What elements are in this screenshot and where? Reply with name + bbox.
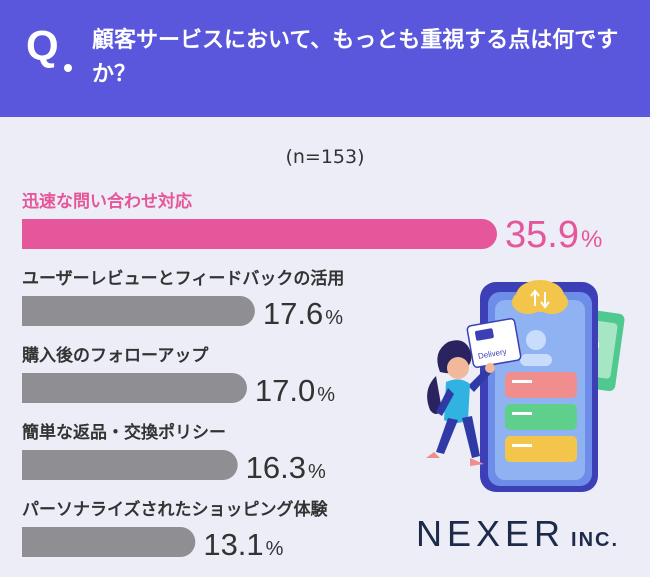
- value-number: 17.0: [255, 373, 315, 408]
- delivery-card: Delivery: [466, 318, 522, 368]
- bar-left-edge: [22, 450, 52, 480]
- category-label: 迅速な問い合わせ対応: [22, 191, 192, 212]
- bar: [22, 373, 247, 403]
- value-label: 16.3%: [246, 450, 326, 485]
- logo-suffix: INC.: [571, 529, 620, 551]
- value-unit: %: [317, 384, 335, 406]
- value-number: 13.1: [203, 527, 263, 562]
- logo-name: NEXER: [416, 513, 566, 554]
- value-unit: %: [581, 226, 602, 253]
- cloud-sync-icon: [512, 280, 568, 314]
- company-logo: NEXER INC.: [416, 513, 619, 555]
- bar: [22, 219, 497, 249]
- value-label: 17.6%: [263, 296, 343, 331]
- value-number: 35.9: [505, 214, 579, 256]
- value-unit: %: [325, 307, 343, 329]
- bar-left-edge: [22, 373, 52, 403]
- question-badge: Q: [26, 22, 59, 69]
- bar-left-edge: [22, 527, 52, 557]
- question-header: Q 顧客サービスにおいて、もっとも重視する点は何ですか？: [0, 0, 650, 117]
- question-badge-dot: [64, 64, 72, 72]
- value-number: 17.6: [263, 296, 323, 331]
- person-figure: [426, 340, 495, 466]
- category-label: パーソナライズされたショッピング体験: [22, 499, 328, 520]
- bar: [22, 450, 238, 480]
- value-label: 17.0%: [255, 373, 335, 408]
- bar: [22, 527, 196, 557]
- bar: [22, 296, 255, 326]
- sample-size: (n=153): [285, 146, 365, 168]
- question-text: 顧客サービスにおいて、もっとも重視する点は何ですか？: [92, 28, 619, 87]
- bar-left-edge: [22, 219, 52, 249]
- value-unit: %: [266, 538, 284, 560]
- bar-left-edge: [22, 296, 52, 326]
- value-label: 35.9%: [505, 214, 602, 256]
- value-unit: %: [308, 461, 326, 483]
- category-label: 簡単な返品・交換ポリシー: [21, 422, 226, 443]
- category-label: 購入後のフォローアップ: [22, 345, 209, 366]
- value-label: 13.1%: [203, 527, 283, 562]
- category-label: ユーザーレビューとフィードバックの活用: [22, 268, 344, 289]
- value-number: 16.3: [246, 450, 306, 485]
